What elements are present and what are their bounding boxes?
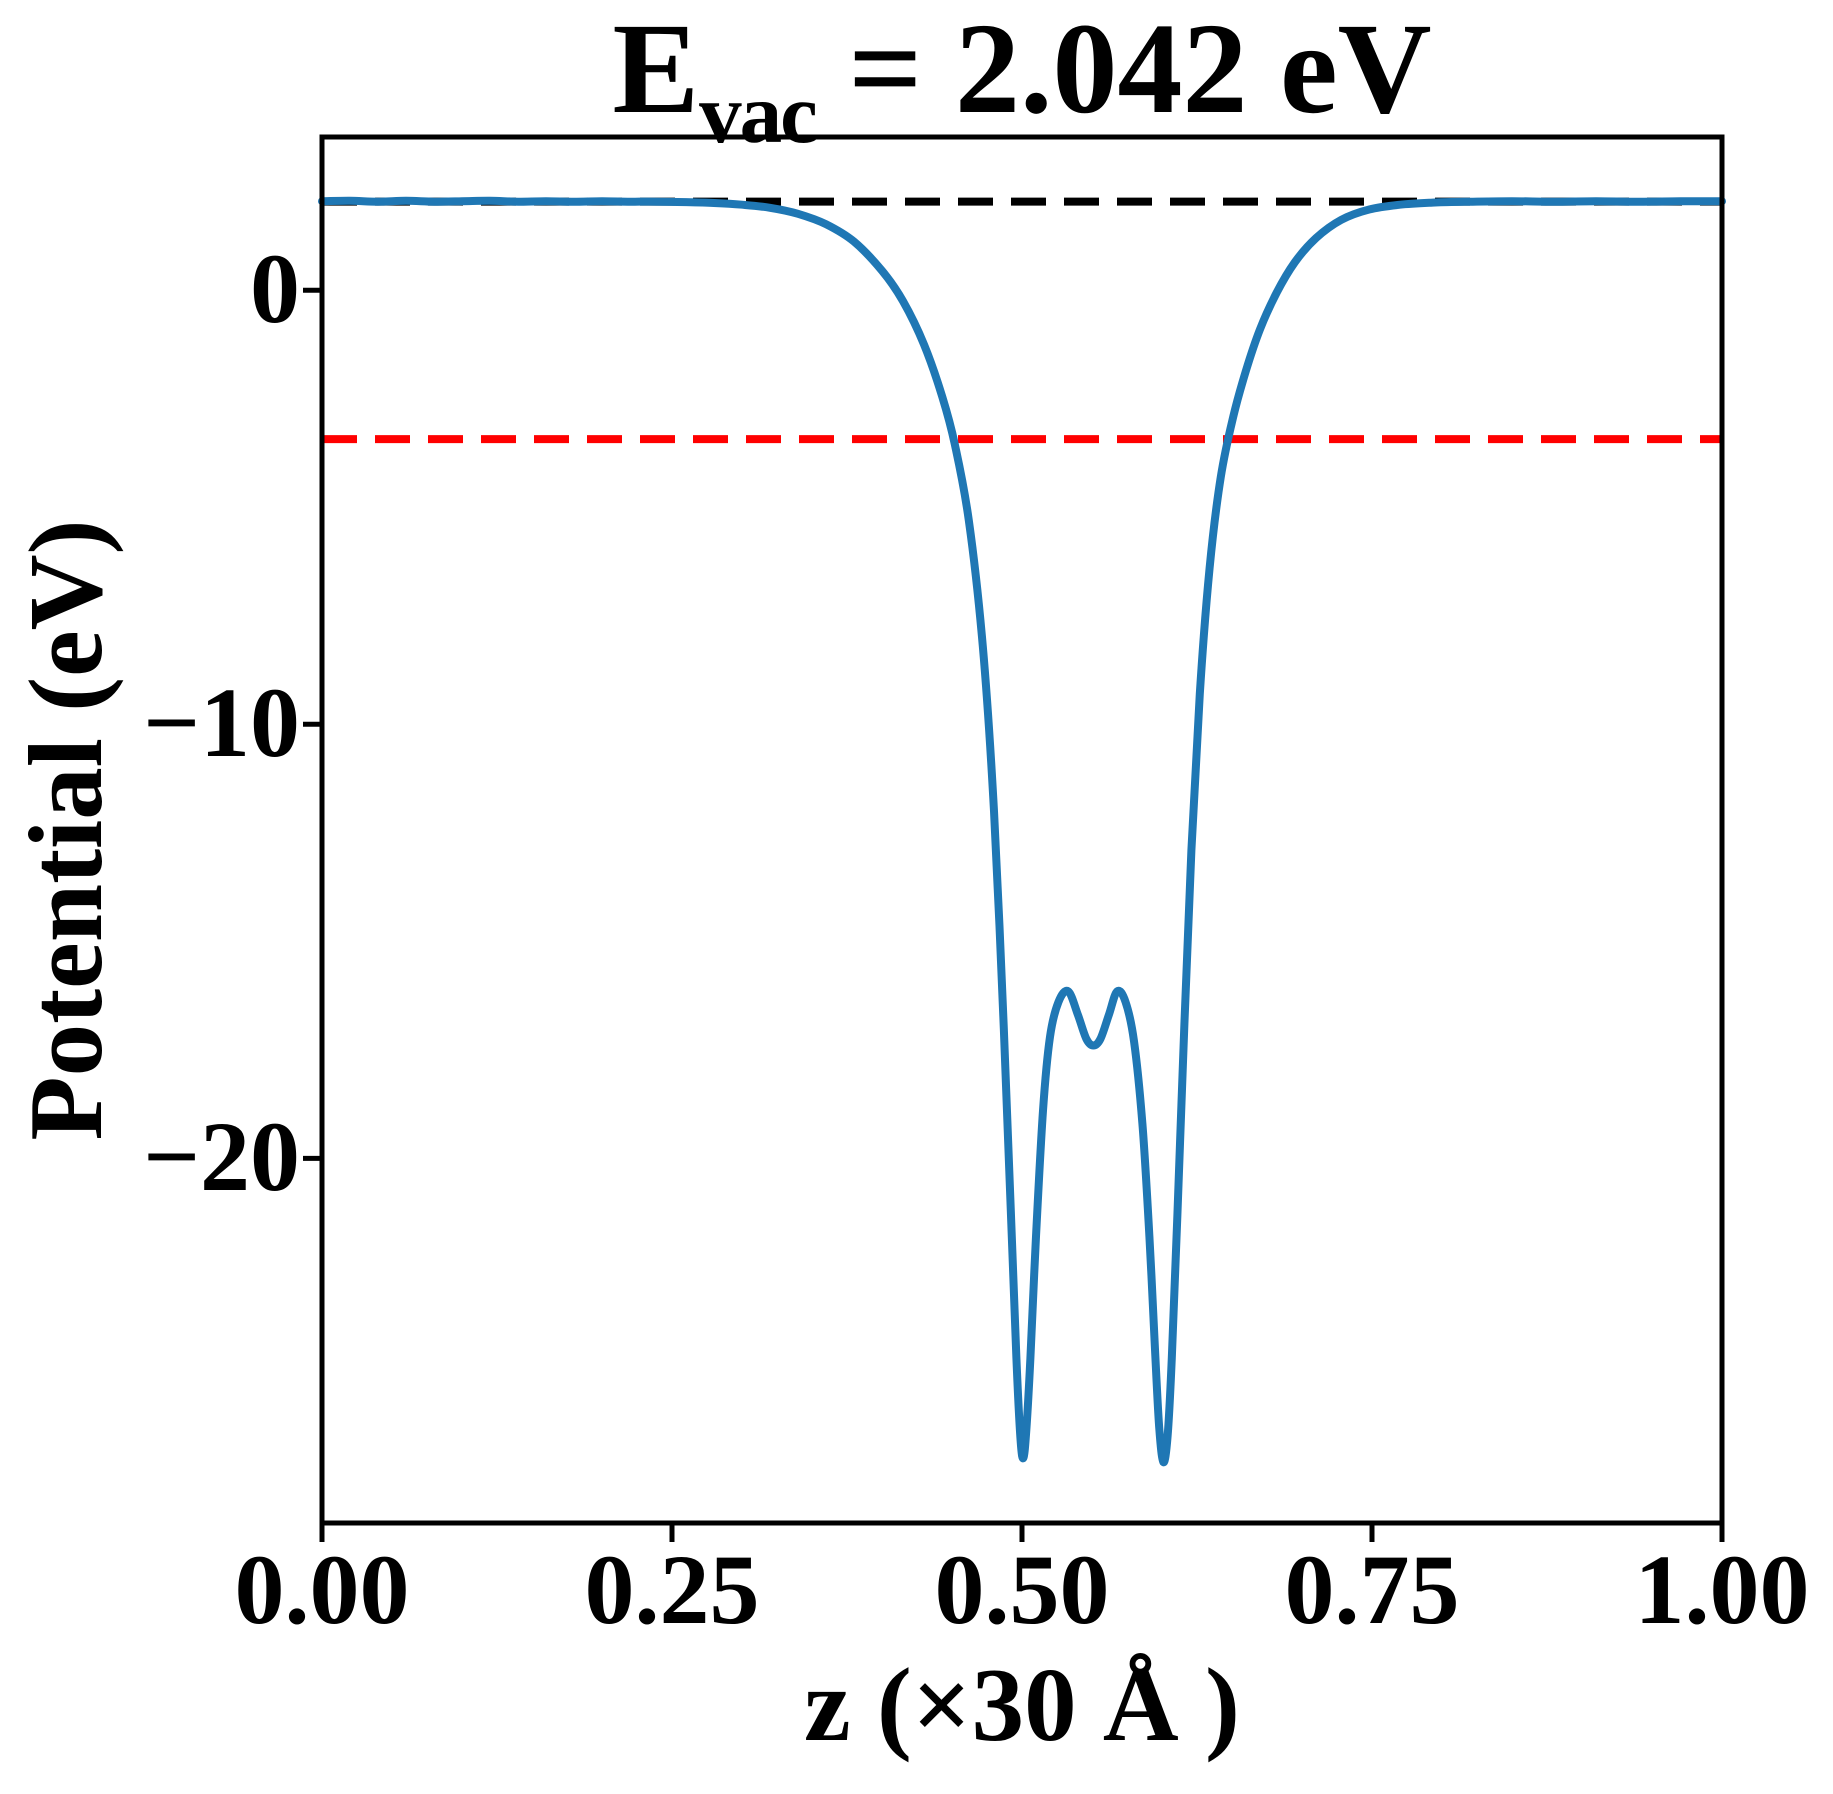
x-tick-label: 0.25 — [584, 1534, 760, 1645]
y-tick-label: −20 — [143, 1101, 300, 1213]
title-subscript: vac — [699, 67, 818, 161]
title-symbol: E — [612, 0, 700, 141]
x-tick-label: 0.00 — [234, 1534, 410, 1645]
x-axis-label: z (×30 Å ) — [804, 1646, 1240, 1763]
y-tick-label: 0 — [250, 233, 300, 345]
planar-averaged-potential-curve — [318, 196, 1726, 1467]
x-tick-label: 1.00 — [1634, 1534, 1810, 1645]
axes-spines — [319, 134, 1725, 1526]
chart-title: Evac = 2.042 eV — [322, 4, 1722, 179]
y-tick-label: −10 — [143, 667, 300, 779]
title-value: = 2.042 eV — [815, 0, 1432, 141]
x-tick-label: 0.75 — [1284, 1534, 1460, 1645]
x-tick-label: 0.50 — [934, 1534, 1110, 1645]
